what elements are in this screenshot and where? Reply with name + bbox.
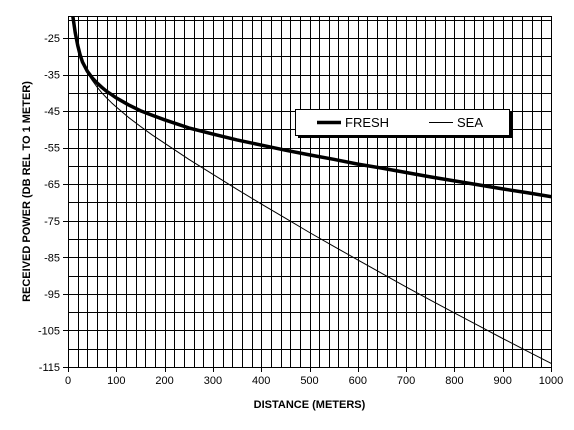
- y-tick-label: -65: [44, 179, 60, 191]
- x-tick-label: 800: [445, 375, 463, 387]
- grid: [68, 16, 552, 368]
- x-tick-label: 900: [494, 375, 512, 387]
- legend-label-sea: SEA: [457, 115, 483, 130]
- legend-label-fresh: FRESH: [345, 115, 389, 130]
- x-tick-label: 200: [155, 375, 173, 387]
- y-axis-title: RECEIVED POWER (DB REL TO 1 METER): [21, 81, 33, 302]
- x-tick-label: 500: [300, 375, 318, 387]
- x-axis-title: DISTANCE (METERS): [254, 399, 366, 411]
- y-tick-label: -115: [39, 362, 60, 374]
- x-tick-label: 300: [204, 375, 222, 387]
- x-tick-label: 600: [349, 375, 367, 387]
- legend: FRESH SEA: [295, 109, 512, 138]
- x-tick-label: 700: [397, 375, 415, 387]
- x-tick-label: 1000: [539, 375, 563, 387]
- axes: [63, 16, 552, 372]
- y-tick-label: -85: [44, 252, 60, 264]
- x-tick-label: 100: [107, 375, 125, 387]
- plot-area: [68, 16, 551, 367]
- y-tick-label: -25: [44, 33, 60, 45]
- series-line-sea: [72, 16, 551, 364]
- y-tick-label: -45: [44, 106, 60, 118]
- y-tick-label: -75: [44, 216, 60, 228]
- tick-labels: 0 100 200 300 400 500 600 700 800 900 1000 -25 -35 -4…: [38, 33, 563, 387]
- x-tick-label: 400: [252, 375, 270, 387]
- y-tick-label: -95: [44, 289, 60, 301]
- x-tick-label: 0: [65, 375, 71, 387]
- series-line-fresh: [71, 16, 551, 199]
- y-tick-label: -35: [44, 70, 60, 82]
- series-lines: [71, 16, 551, 364]
- y-tick-label: -105: [38, 325, 60, 337]
- y-tick-label: -55: [44, 143, 60, 155]
